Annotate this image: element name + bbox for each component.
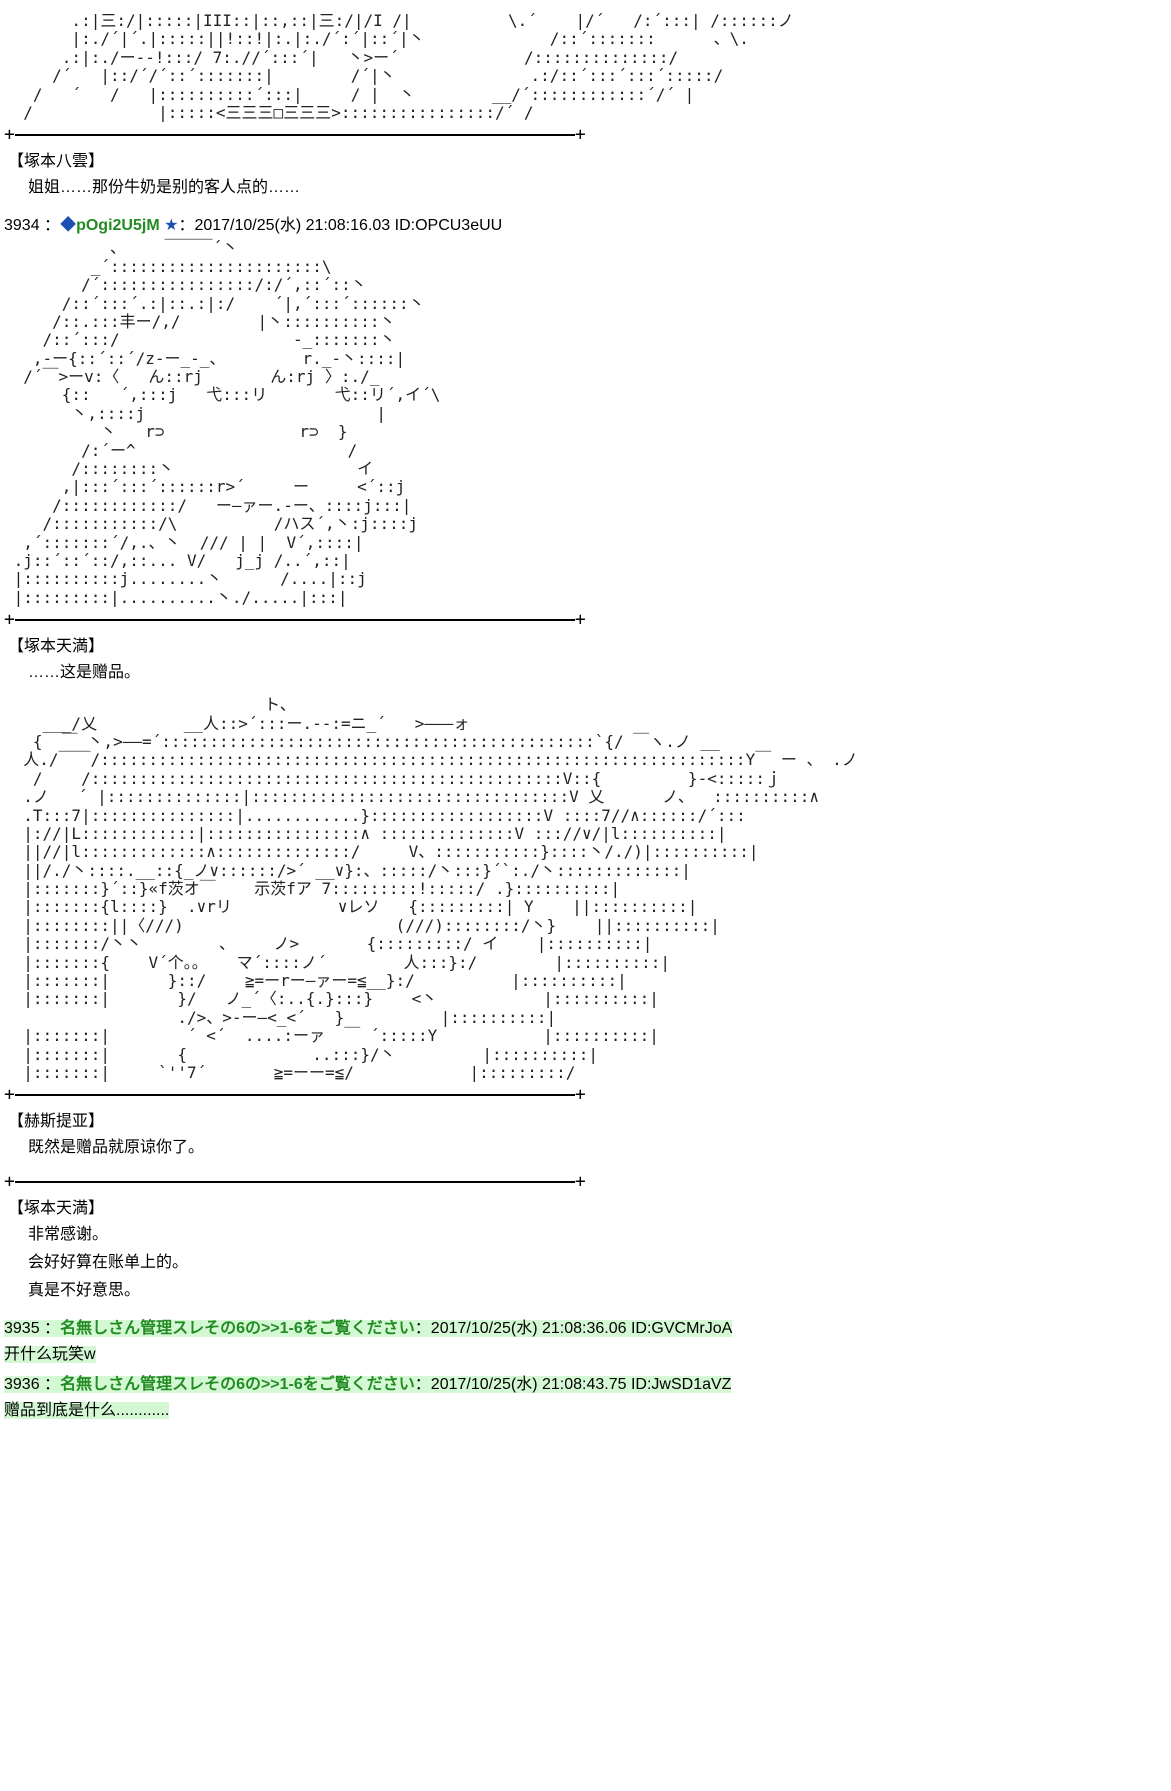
meta-colon: ： xyxy=(415,1376,431,1393)
tripcode[interactable]: pOgi2U5jM xyxy=(76,217,160,234)
divider-plus-left: + xyxy=(4,609,15,630)
divider-plus-left: + xyxy=(4,1084,15,1105)
divider-plus-left: + xyxy=(4,1171,15,1192)
dialogue-tenma-2a: 非常感谢。 xyxy=(28,1220,1167,1244)
divider-line xyxy=(15,1181,575,1183)
divider-plus-right: + xyxy=(575,124,586,145)
post-date: 2017/10/25(水) 21:08:16.03 xyxy=(194,217,390,234)
divider-line xyxy=(15,1094,575,1096)
ascii-art-top: .:|三:/|:::::|III::|::,::|三:/|/I /| \.´ |… xyxy=(4,12,1167,122)
dialogue-hestia: 既然是赠品就原谅你了。 xyxy=(28,1133,1167,1157)
post-id: ID:OPCU3eUU xyxy=(395,217,503,234)
divider-plus-left: + xyxy=(4,124,15,145)
divider: + + xyxy=(4,1171,1167,1192)
post-3935-body: 开什么玩笑w xyxy=(4,1340,1167,1364)
character-name-hestia: 【赫斯提亚】 xyxy=(8,1107,1167,1131)
ascii-art-tenma: 、 ￣￣￣´丶 _´::::::::::::::::::::::\ /´::::… xyxy=(4,239,1167,607)
meta-colon: ： xyxy=(178,217,194,234)
post-3935-meta: 3935 ：名無しさん管理スレその6の>>1-6をご覧ください：2017/10/… xyxy=(4,1314,1167,1338)
ascii-art-hestia: ト、 ___/乂 __人::>´:::ー.--:=ニ_´ >―――ォ { ￣ 丶… xyxy=(4,696,1167,1082)
divider-plus-right: + xyxy=(575,1171,586,1192)
character-name-tenma-2: 【塚本天満】 xyxy=(8,1194,1167,1218)
post-id: ID:GVCMrJoA xyxy=(631,1320,732,1337)
post-date: 2017/10/25(水) 21:08:43.75 xyxy=(431,1376,627,1393)
post-id: ID:JwSD1aVZ xyxy=(631,1376,731,1393)
character-name-yakumo: 【塚本八雲】 xyxy=(8,147,1167,171)
trip-diamond-icon: ◆ xyxy=(60,217,76,234)
post-number: 3935 xyxy=(4,1320,40,1337)
divider-plus-right: + xyxy=(575,609,586,630)
meta-colon: ： xyxy=(415,1320,431,1337)
meta-colon: ： xyxy=(44,217,60,234)
divider-plus-right: + xyxy=(575,1084,586,1105)
post-date: 2017/10/25(水) 21:08:36.06 xyxy=(431,1320,627,1337)
divider-line xyxy=(15,134,575,136)
trip-star-icon: ★ xyxy=(164,217,178,234)
dialogue-tenma-2b: 会好好算在账单上的。 xyxy=(28,1248,1167,1272)
divider: + + xyxy=(4,1084,1167,1105)
character-name-tenma: 【塚本天満】 xyxy=(8,632,1167,656)
dialogue-tenma-2c: 真是不好意思。 xyxy=(28,1276,1167,1300)
poster-name[interactable]: 名無しさん管理スレその6の>>1-6をご覧ください xyxy=(60,1376,415,1393)
meta-colon: ： xyxy=(44,1320,60,1337)
divider: + + xyxy=(4,609,1167,630)
post-3934-meta: 3934 ：◆pOgi2U5jM ★：2017/10/25(水) 21:08:1… xyxy=(4,211,1167,235)
post-number: 3936 xyxy=(4,1376,40,1393)
meta-colon: ： xyxy=(44,1376,60,1393)
divider-line xyxy=(15,619,575,621)
poster-name[interactable]: 名無しさん管理スレその6の>>1-6をご覧ください xyxy=(60,1320,415,1337)
dialogue-tenma-1: ……这是赠品。 xyxy=(28,658,1167,682)
post-3936-body: 赠品到底是什么............ xyxy=(4,1396,1167,1420)
dialogue-yakumo: 姐姐……那份牛奶是别的客人点的…… xyxy=(28,173,1167,197)
divider: + + xyxy=(4,124,1167,145)
post-number: 3934 xyxy=(4,217,40,234)
post-3936-meta: 3936 ：名無しさん管理スレその6の>>1-6をご覧ください：2017/10/… xyxy=(4,1370,1167,1394)
